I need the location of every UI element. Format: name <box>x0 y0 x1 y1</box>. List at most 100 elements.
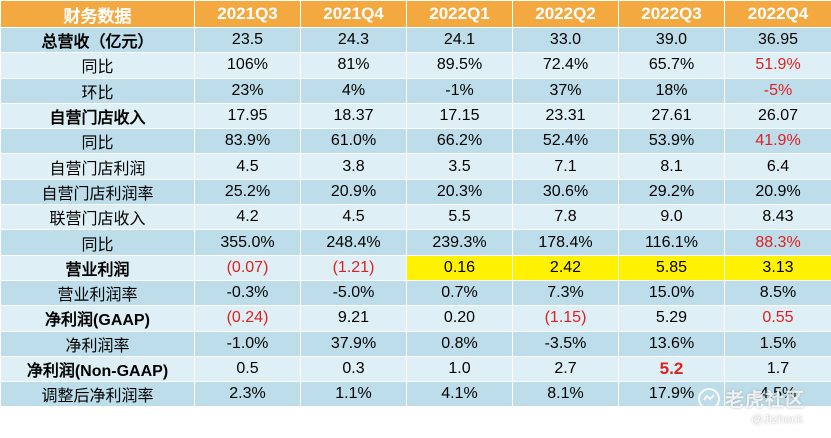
table-cell: 72.4% <box>512 52 619 79</box>
table-cell: -1.0% <box>194 330 301 357</box>
row-label: 营业利润率 <box>0 279 195 307</box>
table-cell: 52.4% <box>512 128 619 155</box>
table-row: 同比 106% 81% 89.5% 72.4% 65.7% 51.9% <box>0 52 831 79</box>
header-row: 财务数据 2021Q3 2021Q4 2022Q1 2022Q2 2022Q3 … <box>0 0 831 28</box>
table-cell: 3.5 <box>406 153 513 180</box>
table-cell: -0.3% <box>194 279 301 307</box>
table-cell: 4.1% <box>406 381 513 408</box>
table-cell: 89.5% <box>406 52 513 79</box>
table-cell-highlighted: 3.13 <box>724 254 831 281</box>
table-cell: 1.7 <box>724 355 831 383</box>
table-cell: 1.0 <box>406 355 513 383</box>
table-cell: 18% <box>618 77 725 104</box>
table-cell-negative: -5% <box>724 77 831 104</box>
table-row: 联营门店收入 4.2 4.5 5.5 7.8 9.0 8.43 <box>0 204 831 231</box>
table-row: 总营收（亿元） 23.5 24.3 24.1 33.0 39.0 36.95 <box>0 26 831 54</box>
table-cell: 24.1 <box>406 26 513 54</box>
table-cell: 24.3 <box>300 26 407 54</box>
table-cell: 0.7% <box>406 279 513 307</box>
table-cell: 23.31 <box>512 102 619 130</box>
table-cell: 25.2% <box>194 178 301 206</box>
table-cell: 27.61 <box>618 102 725 130</box>
row-label: 自营门店利润率 <box>0 178 195 206</box>
table-cell: 2.7 <box>512 355 619 383</box>
table-cell: 3.8 <box>300 153 407 180</box>
row-label: 同比 <box>0 128 195 155</box>
table-cell: 8.1% <box>512 381 619 408</box>
table-cell: 26.07 <box>724 102 831 130</box>
table-row: 净利润(Non-GAAP) 0.5 0.3 1.0 2.7 5.2 1.7 <box>0 355 831 383</box>
row-label: 净利润率 <box>0 330 195 357</box>
table-cell: 4.5 <box>194 153 301 180</box>
row-label: 同比 <box>0 52 195 79</box>
table-cell: 178.4% <box>512 229 619 256</box>
table-cell: 61.0% <box>300 128 407 155</box>
table-row: 营业利润 (0.07) (1.21) 0.16 2.42 5.85 3.13 <box>0 254 831 281</box>
table-cell: 20.3% <box>406 178 513 206</box>
table-cell: 0.3 <box>300 355 407 383</box>
table-cell: 83.9% <box>194 128 301 155</box>
table-cell-emphasized: 5.2 <box>618 355 725 383</box>
table-cell: 8.1 <box>618 153 725 180</box>
row-label: 自营门店收入 <box>0 102 195 130</box>
table-row: 自营门店利润 4.5 3.8 3.5 7.1 8.1 6.4 <box>0 153 831 180</box>
table-cell: 15.0% <box>618 279 725 307</box>
table-cell-negative: (0.24) <box>194 305 301 332</box>
row-label: 营业利润 <box>0 254 195 281</box>
table-cell: 30.6% <box>512 178 619 206</box>
table-cell: 18.37 <box>300 102 407 130</box>
header-quarter: 2022Q1 <box>406 0 513 28</box>
table-cell: 239.3% <box>406 229 513 256</box>
table-row: 自营门店收入 17.95 18.37 17.15 23.31 27.61 26.… <box>0 102 831 130</box>
table-row: 自营门店利润率 25.2% 20.9% 20.3% 30.6% 29.2% 20… <box>0 178 831 206</box>
table-cell: 9.21 <box>300 305 407 332</box>
table-cell: 81% <box>300 52 407 79</box>
watermark-author: @Jizhock <box>751 412 804 426</box>
table-cell: 8.5% <box>724 279 831 307</box>
table-cell: 39.0 <box>618 26 725 54</box>
table-cell-highlighted: 2.42 <box>512 254 619 281</box>
table-cell: 5.5 <box>406 204 513 231</box>
row-label: 总营收（亿元） <box>0 26 195 54</box>
table-cell: -5.0% <box>300 279 407 307</box>
table-row: 环比 23% 4% -1% 37% 18% -5% <box>0 77 831 104</box>
table-row: 同比 355.0% 248.4% 239.3% 178.4% 116.1% 88… <box>0 229 831 256</box>
table-cell: 248.4% <box>300 229 407 256</box>
table-cell: 36.95 <box>724 26 831 54</box>
table-row: 净利润(GAAP) (0.24) 9.21 0.20 (1.15) 5.29 0… <box>0 305 831 332</box>
table-cell: 66.2% <box>406 128 513 155</box>
table-cell-highlighted: 0.16 <box>406 254 513 281</box>
table-cell: 17.95 <box>194 102 301 130</box>
table-cell: 37% <box>512 77 619 104</box>
row-label: 环比 <box>0 77 195 104</box>
header-quarter: 2022Q4 <box>724 0 831 28</box>
table-cell: 1.5% <box>724 330 831 357</box>
table-cell: 116.1% <box>618 229 725 256</box>
table-cell: 23% <box>194 77 301 104</box>
row-label: 自营门店利润 <box>0 153 195 180</box>
table-cell: 7.3% <box>512 279 619 307</box>
table-row: 营业利润率 -0.3% -5.0% 0.7% 7.3% 15.0% 8.5% <box>0 279 831 307</box>
table-cell: 8.43 <box>724 204 831 231</box>
table-cell: 355.0% <box>194 229 301 256</box>
table-cell: 23.5 <box>194 26 301 54</box>
table-cell: 33.0 <box>512 26 619 54</box>
table-cell: 7.8 <box>512 204 619 231</box>
table-cell: 53.9% <box>618 128 725 155</box>
table-cell: 0.8% <box>406 330 513 357</box>
header-quarter: 2022Q2 <box>512 0 619 28</box>
table-cell: 4% <box>300 77 407 104</box>
table-cell: 6.4 <box>724 153 831 180</box>
table-cell: -1% <box>406 77 513 104</box>
table-cell: 17.15 <box>406 102 513 130</box>
table-cell: 65.7% <box>618 52 725 79</box>
table-cell-negative: 51.9% <box>724 52 831 79</box>
header-label-column: 财务数据 <box>0 0 195 28</box>
table-cell: 0.5 <box>194 355 301 383</box>
financial-data-table: 财务数据 2021Q3 2021Q4 2022Q1 2022Q2 2022Q3 … <box>0 0 831 408</box>
table-cell-negative: (1.21) <box>300 254 407 281</box>
header-quarter: 2021Q3 <box>194 0 301 28</box>
table-cell-negative: (1.15) <box>512 305 619 332</box>
row-label: 净利润(Non-GAAP) <box>0 355 195 383</box>
table-cell: 0.20 <box>406 305 513 332</box>
